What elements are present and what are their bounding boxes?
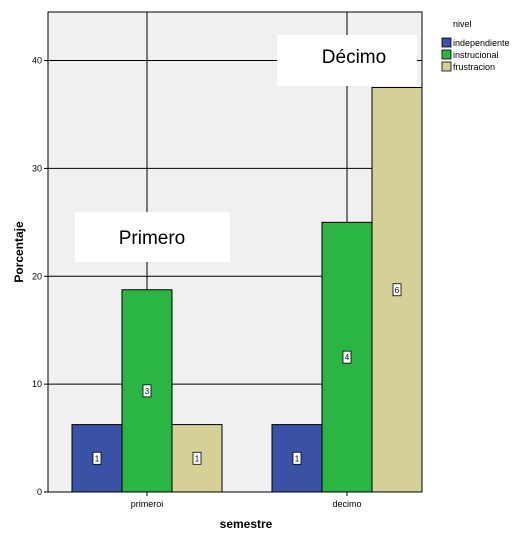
- annotation-primero: Primero: [75, 212, 230, 262]
- axes: 0 10 20 30 40 primeroi decimo: [32, 56, 362, 509]
- count-label-box: [192, 451, 202, 465]
- legend-title: nivel: [453, 19, 472, 29]
- annotation-decimo-text: Décimo: [322, 47, 386, 68]
- count-label: 3: [145, 387, 150, 396]
- annotation-decimo-box: [277, 35, 417, 86]
- y-tick-label: 40: [32, 56, 42, 66]
- count-label-box: [342, 350, 352, 364]
- count-label-box: [392, 283, 402, 297]
- count-label: 6: [395, 286, 400, 295]
- x-axis-title: semestre: [220, 517, 273, 531]
- count-label: 1: [95, 454, 100, 463]
- count-label: 4: [345, 353, 350, 362]
- annotation-primero-text: Primero: [119, 228, 186, 249]
- x-tick-label: decimo: [332, 499, 361, 509]
- annotation-decimo: Décimo: [277, 35, 417, 86]
- legend-swatch-instrucional: [441, 49, 452, 60]
- y-tick-label: 0: [37, 487, 42, 497]
- legend-label-independiente: independiente: [453, 38, 510, 48]
- legend-label-instrucional: instrucional: [453, 50, 499, 60]
- legend-label-frustracion: frustracion: [453, 62, 495, 72]
- legend-swatch-frustracion: [441, 61, 452, 72]
- x-tick-label: primeroi: [131, 499, 164, 509]
- count-label: 1: [295, 454, 300, 463]
- annotation-primero-box: [75, 212, 230, 262]
- y-tick-label: 30: [32, 163, 42, 173]
- count-label-box: [292, 451, 302, 465]
- y-axis-title: Porcentaje: [12, 221, 26, 283]
- count-label: 1: [195, 454, 200, 463]
- y-tick-label: 10: [32, 379, 42, 389]
- count-label-box: [142, 384, 152, 398]
- count-label-box: [92, 451, 102, 465]
- legend: nivel independiente instrucional frustraci…: [441, 19, 510, 72]
- y-tick-label: 20: [32, 271, 42, 281]
- count-labels: 1 1 3 4 1 6: [92, 283, 402, 465]
- legend-swatch-independiente: [441, 37, 452, 48]
